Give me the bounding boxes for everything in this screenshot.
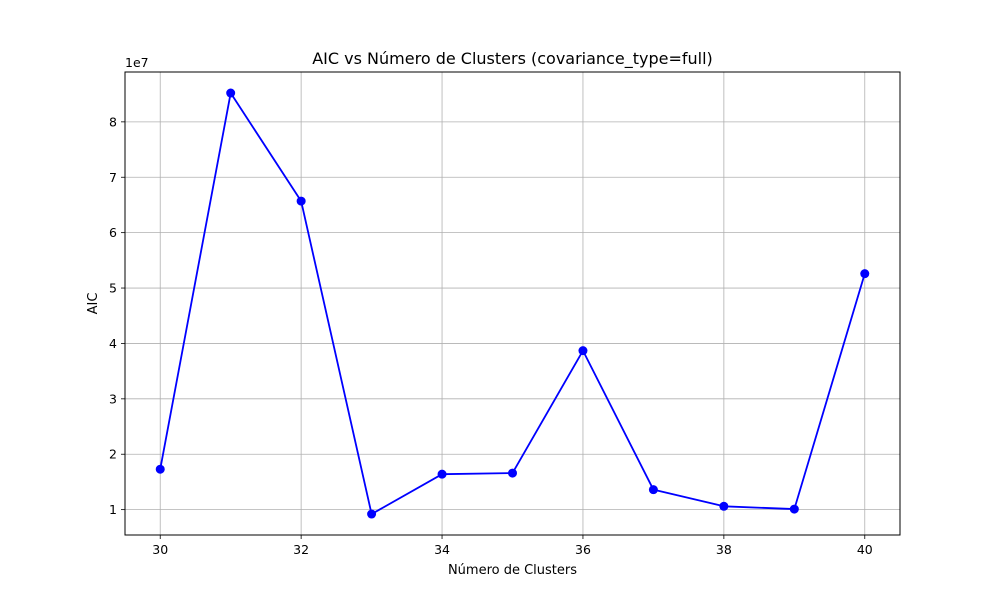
data-point-marker [578, 346, 588, 356]
series-markers [155, 88, 870, 519]
y-axis-ticks: 1 2 3 4 5 6 7 8 [109, 114, 125, 517]
x-axis-title: Número de Clusters [448, 563, 577, 578]
y-tick-label: 2 [109, 447, 117, 462]
y-tick-label: 4 [109, 336, 117, 351]
y-tick-label: 5 [109, 281, 117, 296]
chart-title: AIC vs Número de Clusters (covariance_ty… [312, 49, 713, 69]
data-point-marker [367, 509, 377, 519]
x-tick-label: 32 [293, 542, 309, 557]
y-tick-label: 7 [109, 170, 117, 185]
data-point-marker [155, 464, 165, 474]
plot-area-frame [124, 71, 901, 536]
x-tick-label: 38 [716, 542, 732, 557]
grid [125, 72, 900, 535]
x-tick-label: 40 [857, 542, 873, 557]
x-tick-label: 30 [152, 542, 168, 557]
y-axis-title: AIC [86, 293, 101, 315]
x-tick-label: 34 [434, 542, 450, 557]
data-point-marker [719, 501, 729, 511]
data-point-marker [296, 196, 306, 206]
x-tick-label: 36 [575, 542, 591, 557]
data-point-marker [789, 504, 799, 514]
y-tick-label: 6 [109, 225, 117, 240]
data-point-marker [648, 485, 658, 495]
data-point-marker [860, 269, 870, 279]
data-point-marker [437, 469, 447, 479]
y-tick-label: 3 [109, 391, 117, 406]
y-tick-label: 8 [109, 114, 117, 129]
data-point-marker [508, 468, 517, 478]
y-axis-offset-label: 1e7 [125, 55, 149, 70]
y-tick-label: 1 [109, 502, 117, 517]
x-axis-ticks: 30 32 34 36 38 40 [152, 535, 873, 557]
data-point-marker [226, 88, 236, 98]
